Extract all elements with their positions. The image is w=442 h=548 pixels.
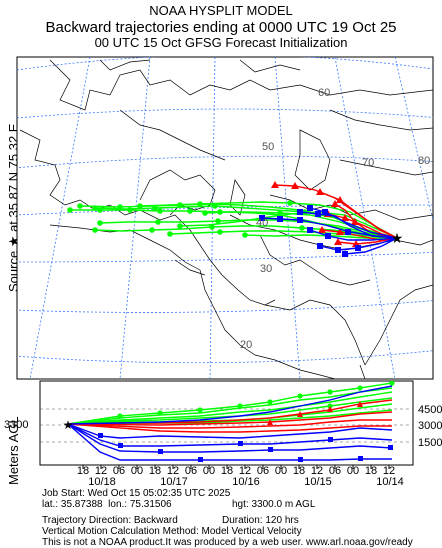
- duration: Duration: 120 hrs: [222, 515, 299, 526]
- lat-label: 40: [256, 217, 268, 229]
- trajectory-direction: Trajectory Direction: Backward: [42, 515, 178, 526]
- plot-subtitle: 00 UTC 15 Oct GFSG Forecast Initializati…: [94, 35, 348, 50]
- date-label: 10/17: [160, 476, 188, 488]
- time-label: 00: [347, 465, 359, 477]
- source-star-icon: ★: [63, 418, 74, 432]
- time-label: 18: [221, 465, 233, 477]
- source-lat: lat.: 35.87388: [42, 499, 103, 510]
- date-label: 10/14: [376, 476, 404, 488]
- lat-label: 60: [318, 87, 330, 99]
- time-label: 06: [257, 465, 269, 477]
- height-tick: 1500: [418, 437, 442, 449]
- plot-title: Backward trajectories ending at 0000 UTC…: [45, 19, 397, 36]
- time-label: 18: [365, 465, 377, 477]
- time-labels: 18 12 06 00 18 12 06 00 18 12 06 00 18 1…: [77, 465, 395, 477]
- job-start: Job Start: Wed Oct 15 05:02:35 UTC 2025: [42, 488, 231, 499]
- height-tick: 3000: [418, 420, 442, 432]
- date-label: 10/15: [304, 476, 332, 488]
- time-label: 06: [329, 465, 341, 477]
- vertical-method: Vertical Motion Calculation Method: Mode…: [42, 526, 302, 537]
- time-label: 00: [203, 465, 215, 477]
- time-label: 00: [131, 465, 143, 477]
- source-lon: lon.: 75.31506: [108, 499, 172, 510]
- green-markers: [67, 200, 308, 238]
- time-ticks: [82, 465, 390, 469]
- lat-label: 20: [240, 339, 252, 351]
- source-star-icon: ★: [391, 231, 404, 247]
- time-label: 12: [383, 465, 395, 477]
- source-height: hgt: 3300.0 m AGL: [232, 499, 316, 510]
- map-grid-labels: 50 70 40 30 20 60 80: [240, 87, 430, 351]
- lat-label: 70: [362, 157, 374, 169]
- height-tick: 4500: [418, 404, 442, 416]
- time-label: 06: [185, 465, 197, 477]
- lat-label: 50: [262, 141, 274, 153]
- release-height-label: 3300: [4, 419, 28, 431]
- height-ticks: 3300 4500 3000 1500: [4, 404, 442, 449]
- time-label: 12: [167, 465, 179, 477]
- time-label: 12: [311, 465, 323, 477]
- date-label: 10/18: [88, 476, 116, 488]
- disclaimer: This is not a NOAA product.It was produc…: [42, 537, 413, 548]
- time-label: 00: [275, 465, 287, 477]
- time-label: 06: [113, 465, 125, 477]
- red-markers: [271, 181, 360, 247]
- lat-label: 30: [260, 263, 272, 275]
- time-label: 18: [149, 465, 161, 477]
- map-frame: [16, 56, 434, 380]
- blue-height-profiles: [67, 385, 393, 461]
- time-label: 18: [77, 465, 89, 477]
- date-labels: 10/18 10/17 10/16 10/15 10/14: [88, 476, 404, 488]
- graticule: [17, 57, 433, 379]
- model-name: NOAA HYSPLIT MODEL: [149, 3, 293, 18]
- blue-markers: [259, 205, 361, 257]
- time-label: 12: [95, 465, 107, 477]
- time-label: 12: [239, 465, 251, 477]
- lat-label: 80: [418, 155, 430, 167]
- coastlines: [19, 59, 433, 379]
- time-label: 18: [293, 465, 305, 477]
- height-markers: [98, 381, 395, 462]
- date-label: 10/16: [232, 476, 260, 488]
- source-latlon: lat.: 35.87388 lon.: 75.31506: [42, 499, 172, 510]
